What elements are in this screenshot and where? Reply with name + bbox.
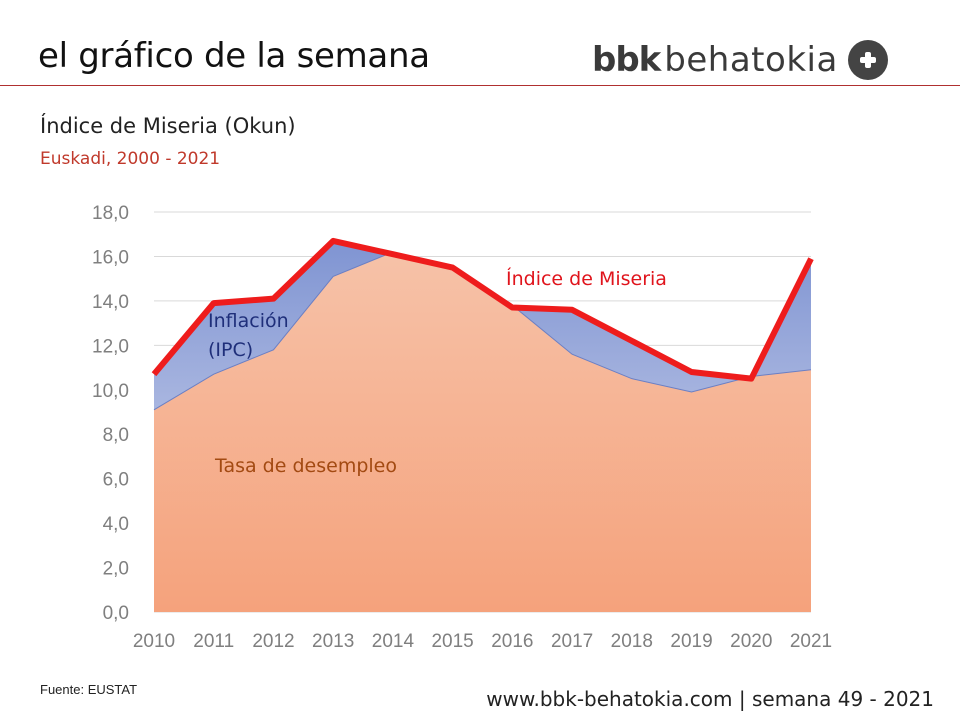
footer-site: www.bbk-behatokia.com | semana 49 - 2021: [486, 687, 934, 711]
chart-subtitle: Euskadi, 2000 - 2021: [40, 149, 221, 169]
x-tick-label: 2014: [372, 631, 415, 652]
x-tick-label: 2016: [491, 631, 533, 652]
x-tick-label: 2011: [193, 631, 234, 652]
header-divider: [0, 85, 960, 86]
logo-name: behatokia: [664, 40, 838, 80]
axis-ticks: 0,0 2,0 4,0 6,0 8,0 10,0 12,0 14,0 16,0 18,0 2010 2…: [92, 203, 832, 652]
y-tick-label: 18,0: [92, 203, 129, 224]
logo-bbk: bbk: [592, 40, 661, 80]
areas: [153, 240, 812, 612]
x-tick-label: 2018: [611, 631, 653, 652]
annotations: Índice de Miseria Inflación (IPC) Tasa de d…: [208, 267, 667, 477]
source-note: Fuente: EUSTAT: [40, 682, 138, 697]
inflation-area: [154, 240, 811, 410]
x-tick-label: 2020: [730, 631, 772, 652]
x-tick-label: 2017: [551, 631, 593, 652]
slide-title: el gráfico de la semana: [38, 36, 430, 76]
plus-circle-icon: [847, 40, 888, 80]
y-tick-label: 6,0: [103, 470, 129, 491]
chart-title: Índice de Miseria (Okun): [40, 114, 296, 138]
unemployment-area: [154, 252, 811, 612]
x-tick-label: 2015: [431, 631, 473, 652]
y-tick-label: 4,0: [103, 514, 129, 535]
inflacion-label-2: (IPC): [208, 339, 253, 361]
y-tick-label: 2,0: [103, 559, 129, 580]
y-tick-label: 16,0: [92, 247, 129, 268]
y-tick-label: 8,0: [103, 425, 129, 446]
brand-logo: bbk behatokia: [592, 34, 888, 86]
x-tick-label: 2012: [252, 631, 294, 652]
y-tick-label: 12,0: [92, 336, 129, 357]
y-tick-label: 10,0: [92, 381, 129, 402]
y-tick-label: 0,0: [103, 603, 129, 624]
miseria-label: Índice de Miseria: [506, 267, 667, 290]
x-tick-label: 2019: [670, 631, 712, 652]
inflacion-label: Inflación: [208, 310, 289, 332]
x-tick-label: 2013: [312, 631, 354, 652]
series-line: [151, 237, 814, 382]
desempleo-label: Tasa de desempleo: [214, 455, 397, 477]
x-tick-label: 2021: [790, 631, 832, 652]
x-tick-label: 2010: [133, 631, 175, 652]
y-tick-label: 14,0: [92, 292, 129, 313]
misery-index-line: [151, 237, 814, 382]
